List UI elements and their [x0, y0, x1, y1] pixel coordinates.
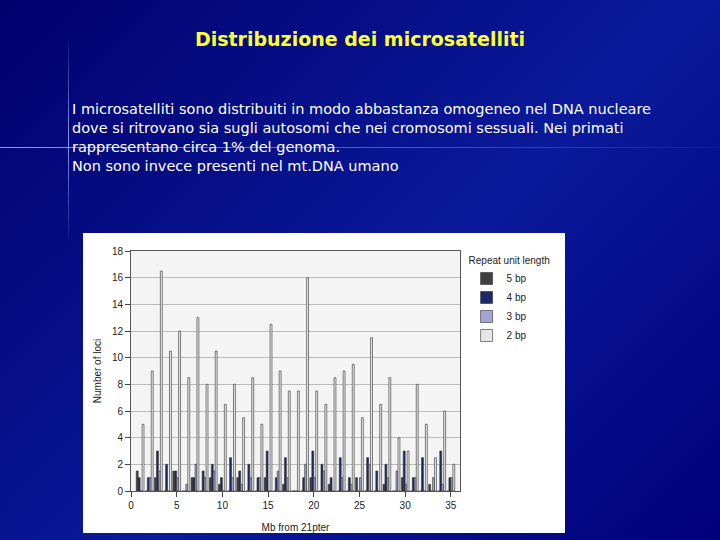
- svg-text:10: 10: [112, 352, 124, 363]
- svg-text:15: 15: [263, 500, 275, 511]
- svg-text:4: 4: [117, 432, 123, 443]
- svg-text:10: 10: [217, 500, 229, 511]
- html-text:rappresentano circa 1% del gen: rappresentano circa 1% del genoma.: [72, 139, 340, 155]
- svg-text:35: 35: [445, 500, 457, 511]
- svg-text:12: 12: [112, 326, 124, 337]
- html-text:Non sono invece presenti nel m: Non sono invece presenti nel mt.DNA uman…: [72, 158, 399, 174]
- svg-text:5 bp: 5 bp: [507, 273, 527, 284]
- svg-text:20: 20: [308, 500, 320, 511]
- svg-text:0: 0: [117, 486, 123, 497]
- html-text:dove si ritrovano sia sugli au: dove si ritrovano sia sugli autosomi che…: [72, 120, 624, 136]
- svg-text:2: 2: [117, 459, 123, 470]
- html-text:Distribuzione dei microsatelli: Distribuzione dei microsatelliti: [194, 28, 526, 50]
- svg-text:5: 5: [174, 500, 180, 511]
- svg-text:Number of loci: Number of loci: [92, 339, 103, 403]
- html-text:I microsatelliti sono distribu: I microsatelliti sono distribuiti in mod…: [72, 101, 651, 117]
- svg-text:25: 25: [354, 500, 366, 511]
- svg-text:0: 0: [128, 500, 134, 511]
- svg-text:6: 6: [117, 406, 123, 417]
- svg-text:16: 16: [112, 272, 124, 283]
- svg-text:2 bp: 2 bp: [507, 330, 527, 341]
- svg-text:3 bp: 3 bp: [507, 311, 527, 322]
- svg-text:8: 8: [117, 379, 123, 390]
- svg-text:Mb from 21pter: Mb from 21pter: [262, 522, 330, 533]
- svg-text:30: 30: [400, 500, 412, 511]
- svg-text:14: 14: [112, 299, 124, 310]
- svg-text:Repeat unit length: Repeat unit length: [469, 255, 550, 266]
- svg-text:4 bp: 4 bp: [507, 292, 527, 303]
- svg-text:18: 18: [112, 246, 124, 257]
